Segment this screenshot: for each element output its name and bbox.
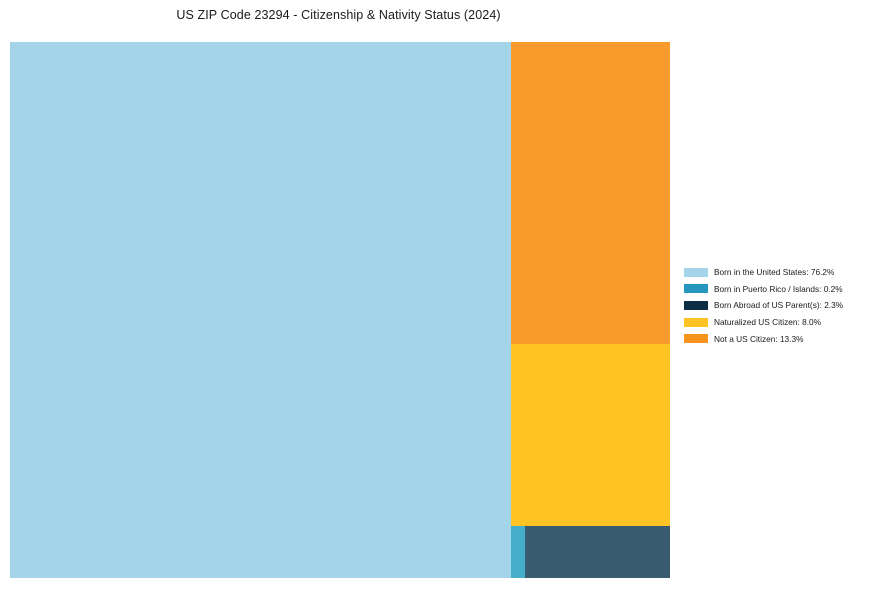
treemap-tile[interactable] xyxy=(511,42,670,344)
legend-item[interactable]: Born Abroad of US Parent(s): 2.3% xyxy=(684,297,884,314)
treemap-plot-area xyxy=(10,42,670,578)
treemap-tile[interactable] xyxy=(525,526,670,578)
legend-item[interactable]: Naturalized US Citizen: 8.0% xyxy=(684,314,884,331)
legend-item[interactable]: Born in Puerto Rico / Islands: 0.2% xyxy=(684,281,884,298)
legend-item[interactable]: Not a US Citizen: 13.3% xyxy=(684,330,884,347)
legend-color-swatch xyxy=(684,317,708,327)
treemap-tile[interactable] xyxy=(10,42,511,578)
legend-color-swatch xyxy=(684,300,708,310)
treemap-tile[interactable] xyxy=(511,526,525,578)
legend-color-swatch xyxy=(684,267,708,277)
legend-item[interactable]: Born in the United States: 76.2% xyxy=(684,264,884,281)
legend-item-label: Born Abroad of US Parent(s): 2.3% xyxy=(714,300,844,311)
legend-item-label: Born in the United States: 76.2% xyxy=(714,267,835,278)
legend-item-label: Not a US Citizen: 13.3% xyxy=(714,333,804,344)
legend-item-label: Born in Puerto Rico / Islands: 0.2% xyxy=(714,283,843,294)
legend-color-swatch xyxy=(684,284,708,294)
chart-legend: Born in the United States: 76.2% Born in … xyxy=(684,264,884,347)
legend-item-label: Naturalized US Citizen: 8.0% xyxy=(714,316,821,327)
chart-title: US ZIP Code 23294 - Citizenship & Nativi… xyxy=(176,8,501,22)
legend-color-swatch xyxy=(684,334,708,344)
treemap-tile[interactable] xyxy=(511,344,670,526)
